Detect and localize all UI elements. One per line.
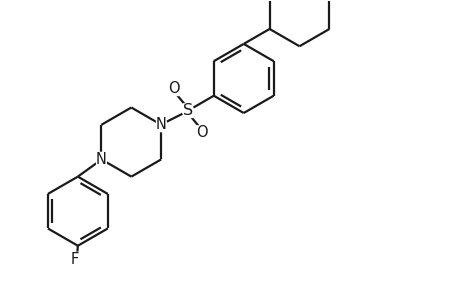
Text: O: O	[168, 81, 180, 96]
Text: S: S	[183, 103, 193, 118]
Text: O: O	[196, 125, 208, 140]
Text: N: N	[96, 152, 107, 167]
Text: N: N	[96, 152, 107, 167]
Text: N: N	[156, 117, 167, 132]
Text: F: F	[71, 252, 79, 267]
